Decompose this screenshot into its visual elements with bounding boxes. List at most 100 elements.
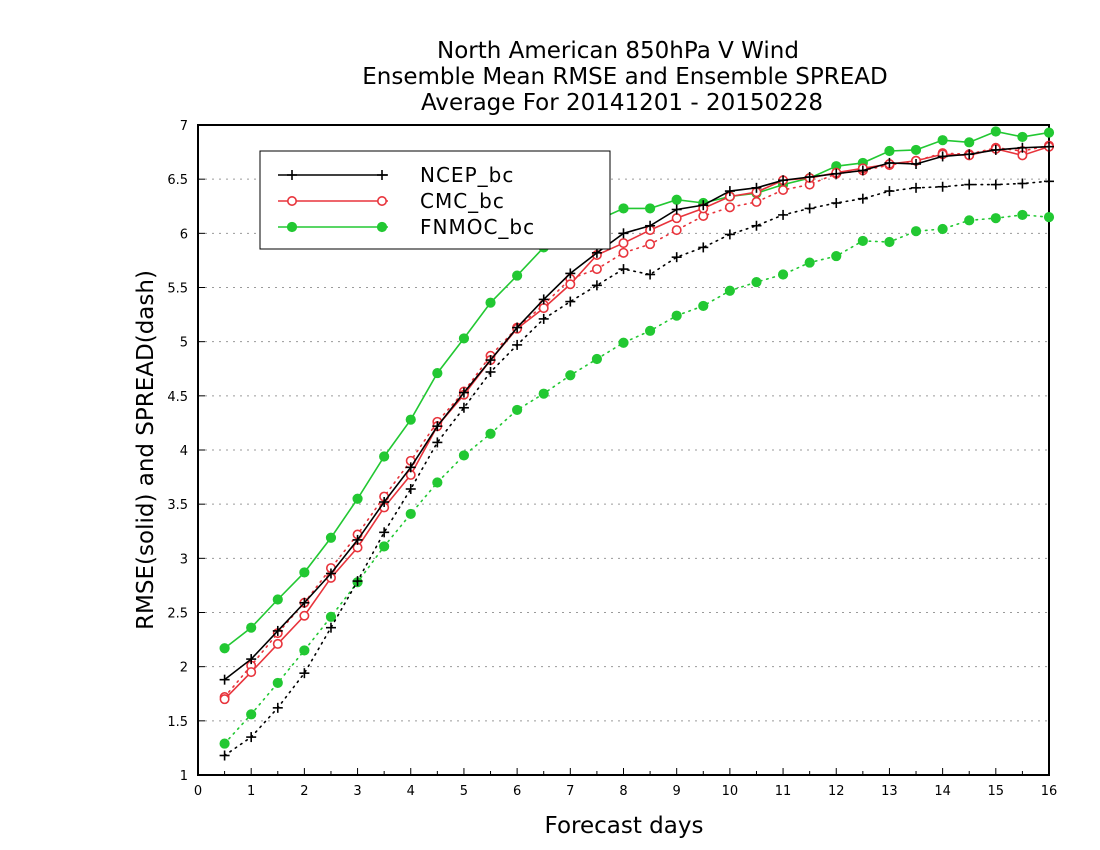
fnmoc-bc-rmse-point bbox=[884, 145, 895, 157]
y-tick-label: 2 bbox=[180, 661, 188, 676]
ncep-bc-rmse-point bbox=[299, 597, 310, 608]
fnmoc-bc-rmse-point bbox=[485, 297, 496, 308]
ncep-bc-spread-point bbox=[432, 437, 443, 448]
cmc-bc-rmse-point bbox=[272, 638, 283, 649]
legend-marker-fnmoc-bc bbox=[286, 221, 298, 233]
cmc-bc-spread-point bbox=[618, 247, 629, 258]
cmc-bc-rmse-point bbox=[538, 303, 549, 314]
fnmoc-bc-spread-point bbox=[751, 276, 762, 288]
x-tick-label: 10 bbox=[722, 784, 739, 799]
ncep-bc-rmse-point bbox=[884, 157, 895, 168]
fnmoc-bc-spread-point bbox=[272, 677, 283, 689]
fnmoc-bc-spread-point bbox=[512, 404, 523, 416]
fnmoc-bc-spread-point bbox=[299, 645, 310, 656]
ncep-bc-rmse-point bbox=[352, 534, 363, 545]
ncep-bc-rmse-point bbox=[964, 149, 975, 160]
x-tick-label: 8 bbox=[619, 784, 627, 799]
y-tick-label: 3.5 bbox=[167, 498, 188, 513]
fnmoc-bc-spread-point bbox=[831, 250, 842, 262]
x-tick-label: 3 bbox=[353, 784, 361, 799]
ncep-bc-rmse-point bbox=[1044, 141, 1054, 152]
fnmoc-bc-spread-point bbox=[538, 388, 549, 399]
fnmoc-bc-spread-point bbox=[591, 353, 603, 365]
x-axis: 0 1 2 3 4 5 6 7 8 9 10 11 12 13 14 15 16 bbox=[194, 768, 1057, 799]
ncep-bc-spread-point bbox=[1017, 178, 1028, 189]
ncep-bc-rmse-point bbox=[485, 355, 496, 366]
ncep-bc-spread-point bbox=[565, 296, 576, 307]
x-tick-label: 4 bbox=[407, 784, 415, 799]
ncep-bc-spread-point bbox=[698, 242, 709, 253]
ncep-bc-rmse-point bbox=[831, 168, 842, 179]
cmc-bc-spread-point bbox=[778, 185, 789, 196]
fnmoc-bc-spread-point bbox=[1043, 211, 1055, 223]
ncep-bc-spread-point bbox=[325, 622, 336, 633]
ncep-bc-spread-point bbox=[618, 264, 629, 275]
fnmoc-bc-rmse-point bbox=[219, 643, 230, 654]
fnmoc-bc-spread-point bbox=[325, 611, 337, 622]
y-tick-label: 6.5 bbox=[167, 173, 188, 188]
x-tick-label: 15 bbox=[988, 784, 1005, 799]
x-tick-label: 0 bbox=[194, 784, 202, 799]
cmc-bc-rmse-point bbox=[219, 694, 230, 705]
cmc-bc-spread-point bbox=[724, 202, 735, 213]
fnmoc-bc-spread-point bbox=[432, 477, 443, 488]
fnmoc-bc-rmse-point bbox=[910, 144, 922, 156]
fnmoc-bc-rmse-point bbox=[246, 622, 257, 633]
chart-title-line-2: Ensemble Mean RMSE and Ensemble SPREAD bbox=[362, 64, 887, 90]
ncep-bc-spread-point bbox=[724, 229, 735, 240]
y-tick-label: 2.5 bbox=[167, 607, 188, 622]
fnmoc-bc-spread-point bbox=[379, 541, 390, 552]
ncep-bc-spread-point bbox=[964, 179, 975, 190]
ncep-bc-spread-point bbox=[645, 269, 656, 280]
x-tick-label: 9 bbox=[673, 784, 681, 799]
x-axis-label: Forecast days bbox=[545, 813, 704, 839]
x-tick-label: 5 bbox=[460, 784, 468, 799]
fnmoc-bc-spread-point bbox=[857, 235, 868, 247]
series-layer bbox=[219, 126, 1055, 761]
ncep-bc-spread-point bbox=[911, 182, 922, 193]
fnmoc-bc-rmse-point bbox=[671, 194, 682, 205]
x-tick-label: 13 bbox=[881, 784, 898, 799]
ncep-bc-rmse-point bbox=[379, 497, 390, 507]
fnmoc-bc-rmse-point bbox=[352, 493, 363, 504]
ncep-bc-rmse-point bbox=[272, 625, 283, 636]
fnmoc-bc-spread-point bbox=[485, 428, 496, 439]
ncep-bc-spread-point bbox=[1044, 176, 1054, 187]
fnmoc-bc-spread-point bbox=[804, 257, 815, 268]
y-axis-label: RMSE(solid) and SPREAD(dash) bbox=[133, 270, 159, 630]
ncep-bc-rmse-point bbox=[512, 322, 523, 333]
chart-title-line-3: Average For 20141201 - 20150228 bbox=[421, 90, 823, 116]
ncep-bc-rmse-point bbox=[565, 268, 576, 279]
fnmoc-bc-spread-point bbox=[644, 325, 656, 336]
fnmoc-bc-spread-point bbox=[990, 213, 1001, 224]
ncep-bc-spread-point bbox=[884, 186, 895, 197]
ncep-bc-rmse-point bbox=[432, 421, 443, 432]
y-tick-label: 4 bbox=[180, 444, 188, 459]
fnmoc-bc-rmse-point bbox=[299, 567, 310, 578]
ncep-bc-rmse-point bbox=[804, 172, 815, 182]
ncep-bc-spread-point bbox=[219, 750, 230, 761]
fnmoc-bc-spread-point bbox=[405, 508, 416, 520]
y-tick-label: 4.5 bbox=[167, 390, 188, 405]
ncep-bc-spread-point bbox=[937, 181, 948, 192]
fnmoc-bc-spread-point bbox=[618, 337, 629, 348]
fnmoc-bc-rmse-point bbox=[964, 137, 975, 148]
x-tick-label: 12 bbox=[828, 784, 845, 799]
ncep-bc-spread-point bbox=[272, 702, 283, 713]
ncep-bc-rmse-point bbox=[937, 151, 948, 162]
cmc-bc-spread-point bbox=[671, 225, 682, 236]
chart-title-line-1: North American 850hPa V Wind bbox=[437, 38, 799, 64]
ncep-bc-spread-point bbox=[990, 179, 1001, 190]
ncep-bc-spread-point bbox=[246, 732, 257, 743]
ncep-bc-rmse-point bbox=[911, 159, 922, 169]
fnmoc-bc-spread-point bbox=[565, 370, 576, 381]
ncep-bc-rmse-point bbox=[778, 175, 789, 186]
ncep-bc-spread-point bbox=[405, 484, 416, 494]
legend-box bbox=[259, 150, 611, 250]
legend-marker-cmc-bc bbox=[286, 196, 297, 207]
cmc-bc-rmse-point bbox=[246, 667, 257, 678]
fnmoc-bc-spread-point bbox=[724, 285, 735, 296]
ncep-bc-rmse-point bbox=[458, 387, 469, 398]
